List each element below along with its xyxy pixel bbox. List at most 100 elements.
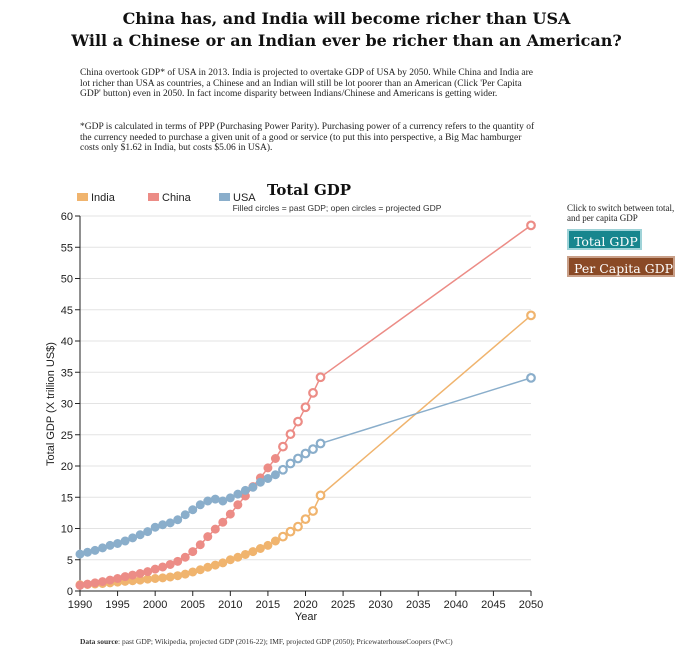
data-point-usa xyxy=(233,489,243,499)
page-title-line2: Will a Chinese or an Indian ever be rich… xyxy=(71,31,622,50)
y-axis-label: Total GDP (X trillion US$) xyxy=(45,342,57,466)
data-point-usa xyxy=(165,518,175,528)
total-gdp-button[interactable]: Total GDP xyxy=(567,229,642,250)
data-point-china xyxy=(128,570,138,580)
y-tick-label: 60 xyxy=(61,211,73,223)
data-point-usa xyxy=(300,448,311,459)
data-point-china xyxy=(315,372,326,383)
x-tick-label: 2030 xyxy=(368,599,392,611)
data-point-china xyxy=(173,556,183,566)
data-point-china xyxy=(195,540,205,550)
chart-title: Total GDP xyxy=(267,181,351,199)
data-point-usa xyxy=(293,453,303,464)
data-point-usa xyxy=(98,543,108,553)
data-point-usa xyxy=(113,539,123,548)
data-point-usa xyxy=(240,485,250,495)
intro-paragraph: China overtook GDP* of USA in 2013. Indi… xyxy=(80,68,534,99)
data-point-india xyxy=(270,536,280,546)
data-point-usa xyxy=(120,536,130,546)
data-point-usa xyxy=(128,533,138,543)
data-point-usa xyxy=(263,474,273,483)
y-tick-label: 25 xyxy=(61,430,73,442)
data-point-china xyxy=(75,580,85,590)
data-point-china xyxy=(143,567,153,577)
data-point-usa xyxy=(143,527,153,537)
data-point-china xyxy=(83,579,93,589)
data-point-china xyxy=(113,574,123,583)
data-point-usa xyxy=(270,470,280,480)
source-text: : past GDP; Wikipedia, projected GDP (20… xyxy=(117,637,453,646)
x-tick-label: 2015 xyxy=(256,599,280,611)
data-point-china xyxy=(158,562,168,572)
x-tick-label: 2040 xyxy=(444,599,468,611)
source-label: Data source xyxy=(80,637,118,646)
data-point-india xyxy=(143,574,153,584)
data-point-india xyxy=(248,547,258,557)
data-point-china xyxy=(203,532,213,542)
switch-hint-text: Click to switch between total, and per c… xyxy=(567,203,675,223)
data-point-india xyxy=(203,562,213,572)
x-tick-label: 1995 xyxy=(105,599,129,611)
data-point-india xyxy=(218,558,228,568)
y-tick-label: 0 xyxy=(67,586,73,598)
legend-label-china: China xyxy=(162,192,192,204)
page-title-line1: China has, and India will become richer … xyxy=(122,9,571,28)
data-point-china xyxy=(135,569,145,578)
y-tick-label: 20 xyxy=(61,461,73,473)
data-point-india xyxy=(188,567,198,577)
data-point-china xyxy=(285,429,296,440)
data-point-india xyxy=(278,531,288,542)
legend-swatch-usa xyxy=(219,193,230,201)
data-point-china xyxy=(308,387,318,398)
data-point-india xyxy=(526,310,536,321)
data-point-usa xyxy=(150,522,160,532)
data-point-china xyxy=(263,463,273,473)
data-point-usa xyxy=(308,444,318,455)
data-point-india xyxy=(293,521,303,532)
data-point-china xyxy=(105,575,115,585)
data-point-india xyxy=(180,569,190,579)
data-point-usa xyxy=(173,515,183,525)
ppp-footnote: *GDP is calculated in terms of PPP (Purc… xyxy=(80,122,535,153)
x-tick-label: 2010 xyxy=(218,599,242,611)
x-tick-label: 2020 xyxy=(293,599,317,611)
data-point-china xyxy=(526,220,536,231)
data-point-usa xyxy=(75,549,85,559)
y-tick-label: 15 xyxy=(61,492,73,504)
data-point-usa xyxy=(203,496,213,506)
legend-swatch-india xyxy=(77,193,88,201)
data-point-usa xyxy=(90,545,100,555)
data-point-india xyxy=(300,514,311,525)
y-tick-label: 5 xyxy=(67,555,73,567)
gridlines xyxy=(80,215,531,561)
y-tick-label: 50 xyxy=(61,274,73,286)
data-source-footer: Data source: past GDP; Wikipedia, projec… xyxy=(80,637,580,646)
data-point-china xyxy=(165,559,175,569)
data-point-usa xyxy=(278,464,288,475)
y-tick-label: 35 xyxy=(61,367,73,379)
data-point-usa xyxy=(158,520,168,530)
data-point-usa xyxy=(210,494,220,504)
data-point-china xyxy=(188,547,198,557)
data-point-china xyxy=(233,500,243,510)
y-tick-label: 30 xyxy=(61,399,73,411)
x-tick-label: 1990 xyxy=(68,599,92,611)
data-point-india xyxy=(173,571,183,581)
data-point-india xyxy=(210,560,220,570)
data-point-china xyxy=(150,564,160,574)
y-tick-label: 40 xyxy=(61,336,73,348)
x-tick-label: 2050 xyxy=(519,599,543,611)
per-capita-gdp-button[interactable]: Per Capita GDP xyxy=(567,256,675,277)
data-point-india xyxy=(240,549,250,559)
data-point-usa xyxy=(526,372,536,383)
data-point-usa xyxy=(255,477,265,487)
x-tick-label: 2000 xyxy=(143,599,167,611)
data-point-china xyxy=(180,552,190,562)
data-point-usa xyxy=(195,500,205,510)
data-point-usa xyxy=(218,496,228,506)
data-point-india xyxy=(308,506,318,516)
chart-subtitle: Filled circles = past GDP; open circles … xyxy=(233,203,442,213)
x-axis-label: Year xyxy=(295,611,318,623)
data-point-india xyxy=(285,526,296,537)
x-tick-label: 2025 xyxy=(331,599,355,611)
